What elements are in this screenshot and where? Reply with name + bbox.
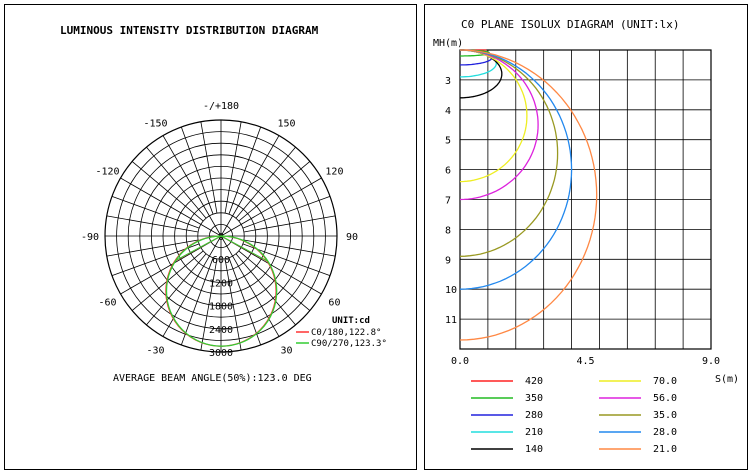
polar-spoke	[180, 257, 214, 346]
iso-curve	[459, 49, 573, 290]
polar-radial-label: 2400	[209, 325, 233, 336]
polar-spoke	[228, 257, 262, 346]
iso-legend-label: 280	[525, 410, 543, 421]
polar-radial-label: 1800	[209, 302, 233, 313]
polar-radial-label: 1200	[209, 278, 233, 289]
polar-spoke	[228, 126, 262, 215]
polar-chart: -/+180 150 120 90 60 30 -30 -60 -90 -120 -150 0 600 1…	[81, 101, 387, 384]
polar-angle-label: 60	[328, 298, 340, 309]
iso-ytick: 3	[445, 76, 451, 87]
polar-angle-label: -60	[99, 298, 117, 309]
polar-angle-label: 150	[277, 119, 295, 130]
polar-angle-label: -150	[143, 119, 167, 130]
polar-beam-line	[174, 235, 222, 262]
polar-angle-label: -/+180	[203, 101, 239, 112]
polar-spoke	[131, 161, 204, 222]
intensity-title: LUMINOUS INTENSITY DISTRIBUTION DIAGRAM	[60, 24, 319, 37]
polar-angle-label: -120	[96, 167, 120, 178]
polar-spoke	[235, 253, 296, 326]
iso-legend-label: 210	[525, 427, 543, 438]
iso-xtick: 0.0	[451, 356, 469, 367]
polar-spoke	[243, 239, 336, 257]
iso-ytick: 9	[445, 255, 451, 266]
polar-beam-line	[220, 235, 268, 262]
polar-spoke	[146, 146, 207, 219]
iso-xlabel: S(m)	[715, 374, 739, 385]
polar-spoke	[238, 161, 311, 222]
polar-spoke	[242, 195, 331, 229]
polar-spoke	[243, 215, 336, 233]
iso-curve	[459, 49, 528, 183]
polar-unit-label: UNIT:cd	[332, 316, 370, 326]
polar-spoke	[220, 135, 280, 237]
polar-spoke	[106, 215, 199, 233]
iso-xtick: 4.5	[576, 356, 594, 367]
iso-ytick: 7	[445, 196, 451, 207]
polar-spoke	[111, 195, 200, 229]
polar-angle-label: 30	[280, 345, 292, 356]
iso-xtick: 9.0	[702, 356, 720, 367]
isolux-chart: MH(m) S(m) 3 4 5 6 7 8 9 10 11 0.0 4.5 9.0 420 350 280 21…	[433, 38, 739, 455]
iso-legend-label: 56.0	[653, 393, 677, 404]
iso-ytick: 6	[445, 166, 451, 177]
iso-ytick: 10	[445, 285, 457, 296]
iso-legend-label: 70.0	[653, 376, 677, 387]
polar-footer: AVERAGE BEAM ANGLE(50%):123.0 DEG	[113, 373, 312, 384]
polar-spoke	[200, 258, 218, 351]
polar-spoke	[200, 121, 218, 214]
iso-legend-label: 35.0	[653, 410, 677, 421]
iso-ytick: 8	[445, 225, 451, 236]
iso-legend-label: 28.0	[653, 427, 677, 438]
polar-legend-label: C90/270,123.3°	[311, 339, 387, 349]
iso-legend-label: 420	[525, 376, 543, 387]
iso-ytick: 4	[445, 106, 451, 117]
polar-legend-label: C0/180,122.8°	[311, 328, 381, 338]
polar-angle-label: 120	[325, 167, 343, 178]
polar-spoke	[220, 177, 322, 237]
polar-radial-label: 600	[212, 255, 230, 266]
iso-curve	[459, 49, 539, 201]
polar-angle-label: -90	[81, 232, 99, 243]
iso-curve	[459, 49, 559, 257]
polar-spoke	[180, 126, 214, 215]
polar-spoke	[162, 135, 222, 237]
polar-spoke	[146, 253, 207, 326]
iso-legend-label: 350	[525, 393, 543, 404]
polar-angle-label: -30	[146, 345, 164, 356]
polar-radial-label: 3000	[209, 348, 233, 359]
intensity-panel: LUMINOUS INTENSITY DISTRIBUTION DIAGRAM …	[4, 4, 417, 470]
iso-legend-label: 140	[525, 444, 543, 455]
iso-legend-label: 21.0	[653, 444, 677, 455]
polar-spoke	[162, 235, 222, 337]
isolux-panel: C0 PLANE ISOLUX DIAGRAM (UNIT:lx) MH(m) S…	[424, 4, 748, 470]
polar-spoke	[235, 146, 296, 219]
polar-spoke	[238, 250, 311, 311]
polar-spoke	[120, 177, 222, 237]
iso-ytick: 11	[445, 315, 457, 326]
iso-curve	[459, 49, 598, 341]
polar-angle-label: 90	[346, 232, 358, 243]
polar-spoke	[106, 239, 199, 257]
polar-spoke	[224, 121, 242, 214]
iso-ytick: 5	[445, 136, 451, 147]
isolux-title: C0 PLANE ISOLUX DIAGRAM (UNIT:lx)	[461, 18, 680, 31]
polar-radial-label: 0	[218, 232, 224, 243]
polar-spoke	[224, 258, 242, 351]
iso-ylabel: MH(m)	[433, 38, 463, 49]
